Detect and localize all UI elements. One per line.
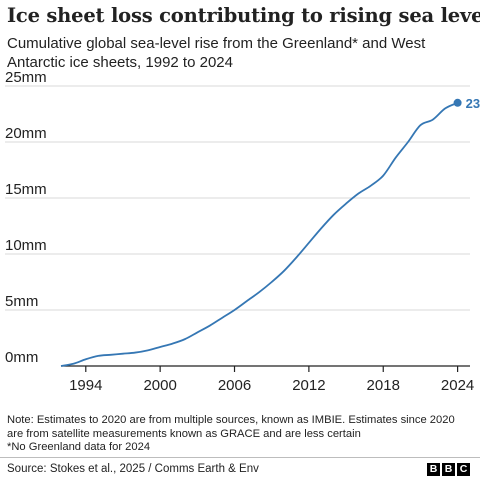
x-tick-label: 2012 (292, 377, 325, 394)
x-tick-label: 1994 (69, 377, 102, 394)
source-text: Source: Stokes et al., 2025 / Comms Eart… (7, 463, 259, 475)
y-axis-labels: 0mm 5mm 10mm 15mm 20mm 25mm (5, 69, 47, 366)
bbc-logo: B B C (427, 463, 470, 476)
y-tick-label: 20mm (5, 125, 47, 142)
gridlines (5, 85, 470, 311)
bbc-logo-letter: B (442, 463, 455, 476)
end-value-label: 23.5mm (466, 96, 480, 111)
series-layer: 23.5mm (60, 96, 480, 367)
y-tick-label: 5mm (5, 293, 38, 310)
chart-note: Note: Estimates to 2020 are from multipl… (7, 414, 473, 455)
chart-title: Ice sheet loss contributing to rising se… (7, 4, 480, 27)
x-axis: 1994 2000 2006 2012 2018 2024 (61, 365, 474, 394)
chart-subtitle: Cumulative global sea-level rise from th… (7, 35, 426, 71)
line-chart: 0mm 5mm 10mm 15mm 20mm 25mm 1994 2000 2006 2012 2… (5, 69, 480, 394)
series-line (60, 101, 458, 367)
footer-divider (0, 457, 480, 458)
note-text: Note: Estimates to 2020 are from multipl… (7, 414, 455, 440)
x-tick-label: 2006 (218, 377, 251, 394)
y-tick-label: 10mm (5, 237, 47, 254)
y-tick-label: 15mm (5, 181, 47, 198)
y-tick-label: 0mm (5, 349, 38, 366)
footnote-text: *No Greenland data for 2024 (7, 441, 151, 454)
bbc-logo-letter: C (457, 463, 470, 476)
bbc-logo-letter: B (427, 463, 440, 476)
end-point-marker (453, 98, 462, 107)
x-tick-label: 2000 (143, 377, 176, 394)
x-tick-label: 2024 (441, 377, 474, 394)
y-tick-label: 25mm (5, 69, 47, 86)
x-tick-label: 2018 (367, 377, 400, 394)
